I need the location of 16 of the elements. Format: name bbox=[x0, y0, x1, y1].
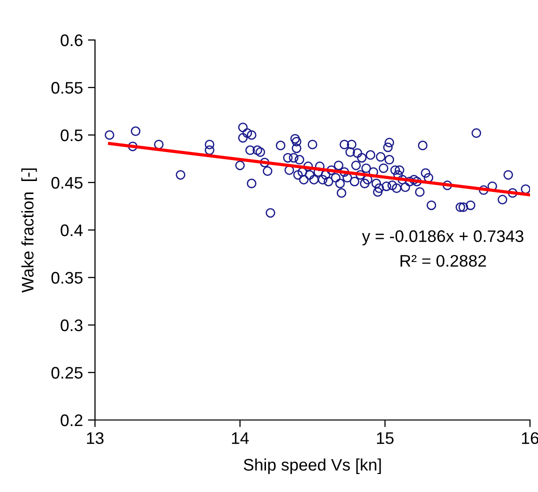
y-tick-label: 0.4 bbox=[60, 224, 83, 236]
y-axis-title: Wake fraction [-] bbox=[21, 168, 37, 293]
y-tick-label: 0.5 bbox=[60, 129, 82, 142]
y-tick-label: 0.3 bbox=[60, 319, 82, 332]
y-tick-label: 0.35 bbox=[51, 272, 82, 284]
annotation: R² = 0.2882 bbox=[400, 254, 486, 267]
annotation: y = -0.0186x + 0.7343 bbox=[362, 230, 524, 246]
y-tick-label: 0.45 bbox=[51, 176, 82, 189]
x-tick-label: 14 bbox=[232, 432, 249, 444]
y-tick-label: 0.6 bbox=[60, 34, 82, 46]
y-tick-label: 0.25 bbox=[51, 366, 82, 379]
x-tick-label: 13 bbox=[87, 432, 104, 444]
y-tick-label: 0.2 bbox=[60, 414, 82, 426]
y-tick-label: 0.55 bbox=[51, 82, 82, 94]
x-axis-title: Ship speed Vs [kn] bbox=[244, 458, 381, 474]
x-tick-label: 15 bbox=[377, 432, 394, 444]
